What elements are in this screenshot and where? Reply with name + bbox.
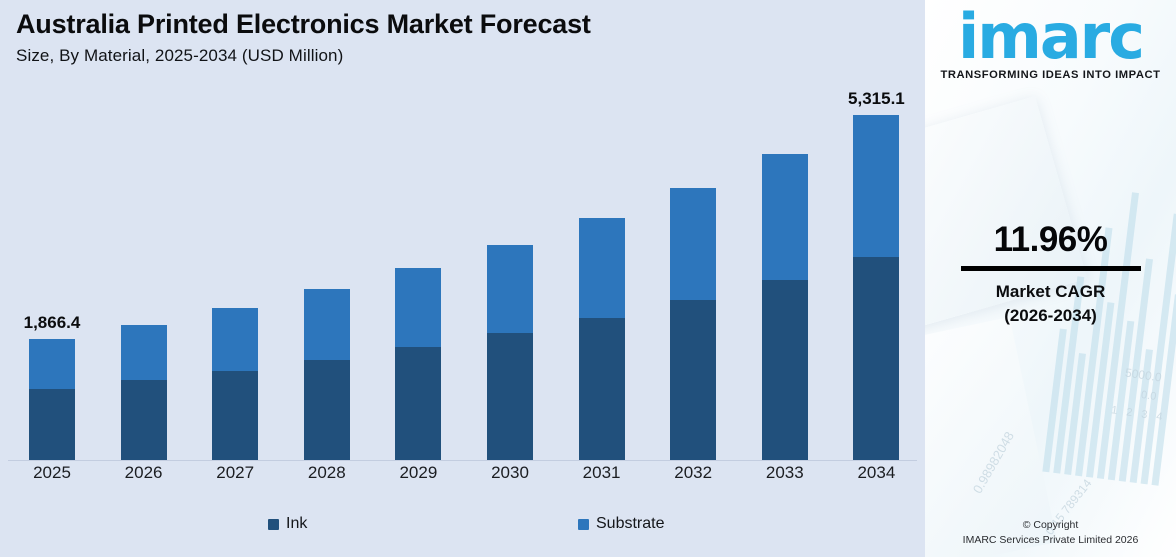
x-axis-tick-label: 2031 <box>582 463 621 482</box>
x-axis-tick-label: 2034 <box>857 463 896 482</box>
bar-segment-substrate[interactable] <box>761 154 808 281</box>
copyright-notice: © Copyright IMARC Services Private Limit… <box>925 518 1176 550</box>
chart-subtitle: Size, By Material, 2025-2034 (USD Millio… <box>16 45 344 65</box>
page-title: Australia Printed Electronics Market For… <box>16 9 591 39</box>
x-axis-tick-label: 2028 <box>307 463 346 482</box>
bar-column[interactable] <box>578 218 625 461</box>
legend-item-substrate[interactable]: Substrate <box>578 515 664 533</box>
bar-column[interactable]: 5,315.1 <box>848 89 905 461</box>
cagr-label: Market CAGR <box>995 281 1106 301</box>
copyright-line-2: IMARC Services Private Limited 2026 <box>962 534 1139 547</box>
imarc-logo: imarc TRANSFORMING IDEAS INTO IMPACT <box>925 0 1176 81</box>
cagr-value: 11.96% <box>993 220 1108 259</box>
bar-column[interactable] <box>670 188 717 461</box>
bar-segment-substrate[interactable] <box>853 114 900 258</box>
legend-item-ink[interactable]: Ink <box>268 515 307 533</box>
bar-segment-ink[interactable] <box>120 380 167 461</box>
bar-value-label: 1,866.4 <box>23 313 81 333</box>
bar-column[interactable]: 1,866.4 <box>24 313 80 461</box>
legend-label-ink: Ink <box>286 515 308 532</box>
bar-segment-substrate[interactable] <box>303 289 350 360</box>
bar-column[interactable] <box>303 289 350 461</box>
copyright-line-1: © Copyright <box>1022 518 1079 531</box>
bar-column[interactable] <box>487 244 533 461</box>
cagr-callout: 11.96% Market CAGR (2026-2034) <box>925 220 1176 329</box>
bar-segment-ink[interactable] <box>29 389 75 461</box>
bar-value-label: 5,315.1 <box>848 88 905 108</box>
bar-segment-ink[interactable] <box>578 317 625 461</box>
x-axis-tick-label: 2032 <box>674 463 713 482</box>
bar-column[interactable] <box>395 268 442 461</box>
bar-segment-substrate[interactable] <box>487 244 533 334</box>
plot-area: 1,866.4 5,315.1 <box>0 89 925 461</box>
bar-segment-ink[interactable] <box>670 300 717 461</box>
bar-column[interactable] <box>120 324 167 461</box>
chart-panel: Australia Printed Electronics Market For… <box>0 8 925 547</box>
legend-swatch-ink <box>268 518 279 530</box>
bar-segment-substrate[interactable] <box>670 188 717 301</box>
bar-segment-substrate[interactable] <box>29 339 75 390</box>
imarc-logo-tagline: TRANSFORMING IDEAS INTO IMPACT <box>940 68 1161 81</box>
bar-segment-ink[interactable] <box>212 370 259 461</box>
bar-segment-substrate[interactable] <box>395 268 442 348</box>
bar-segment-ink[interactable] <box>487 333 533 461</box>
x-axis-line <box>8 460 917 461</box>
bar-column[interactable] <box>761 154 808 461</box>
x-axis-tick-label: 2026 <box>124 463 163 482</box>
x-axis-tick-label: 2033 <box>765 463 804 482</box>
bar-segment-substrate[interactable] <box>578 218 625 318</box>
bar-column[interactable] <box>212 308 259 461</box>
x-axis-tick-label: 2025 <box>33 463 71 482</box>
x-axis-tick-labels: 2025 2026 2027 2028 2029 2030 2031 2032 2033 2034 <box>0 463 925 493</box>
brand-panel: 5000.0 0.0 1 2 3 4 0.98982048 0.15 78931… <box>925 0 1176 557</box>
x-axis-tick-label: 2027 <box>216 463 255 482</box>
legend-label-substrate: Substrate <box>596 515 665 532</box>
bar-segment-ink[interactable] <box>303 359 350 461</box>
cagr-period: (2026-2034) <box>1004 306 1097 326</box>
imarc-logo-wordmark: imarc <box>957 0 1145 73</box>
bar-segment-ink[interactable] <box>395 347 442 461</box>
bar-segment-ink[interactable] <box>761 280 808 461</box>
bar-group: 1,866.4 5,315.1 <box>0 89 925 461</box>
chart-legend: Ink Substrate <box>0 515 925 547</box>
bar-segment-ink[interactable] <box>853 257 900 461</box>
chart-header: Australia Printed Electronics Market For… <box>16 8 915 66</box>
x-axis-tick-label: 2029 <box>399 463 438 482</box>
cagr-divider <box>960 265 1141 271</box>
bar-segment-substrate[interactable] <box>120 324 167 381</box>
watermark-number-b: 0.0 <box>1139 388 1157 404</box>
legend-swatch-substrate <box>578 518 589 530</box>
bar-segment-substrate[interactable] <box>212 308 259 371</box>
x-axis-tick-label: 2030 <box>491 463 529 482</box>
